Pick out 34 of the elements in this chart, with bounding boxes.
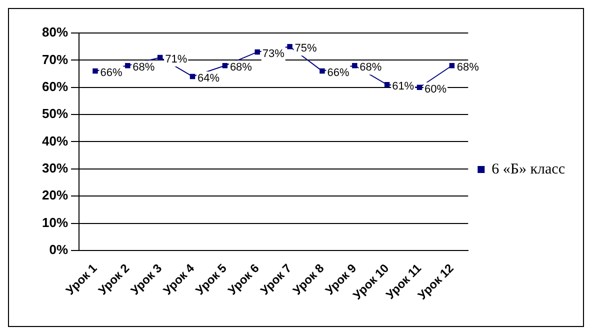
point	[92, 68, 98, 74]
data-label: 71%	[165, 53, 188, 66]
point	[384, 82, 390, 88]
point	[190, 74, 196, 80]
y-tick-label: 50%	[42, 106, 68, 122]
y-tick-label: 80%	[42, 24, 68, 40]
data-label: 68%	[456, 62, 480, 74]
point	[287, 44, 292, 50]
y-tick-label: 60%	[42, 78, 68, 94]
point	[416, 84, 422, 90]
y-tick-label: 0%	[49, 242, 68, 258]
point	[222, 62, 228, 68]
y-tick-label: 40%	[42, 133, 68, 148]
data-label: 68%	[230, 62, 252, 74]
data-label: 66%	[100, 67, 122, 80]
data-label: 66%	[327, 67, 350, 80]
point	[125, 62, 130, 68]
data-label: 61%	[392, 80, 414, 93]
point	[320, 68, 325, 74]
point	[254, 49, 260, 55]
data-label: 75%	[294, 42, 318, 55]
data-label: 73%	[262, 48, 285, 60]
data-label: 68%	[360, 62, 382, 74]
data-label: 60%	[424, 83, 447, 96]
point	[449, 62, 455, 68]
y-tick-label: 30%	[42, 160, 68, 176]
legend-label: 6 «Б» класс	[492, 161, 566, 178]
y-tick-label: 70%	[42, 52, 68, 67]
point	[352, 62, 358, 68]
data-label: 68%	[132, 62, 155, 74]
data-label: 64%	[198, 72, 220, 85]
y-tick-label: 10%	[42, 214, 68, 230]
point	[157, 54, 163, 60]
y-tick-label: 20%	[42, 188, 68, 203]
